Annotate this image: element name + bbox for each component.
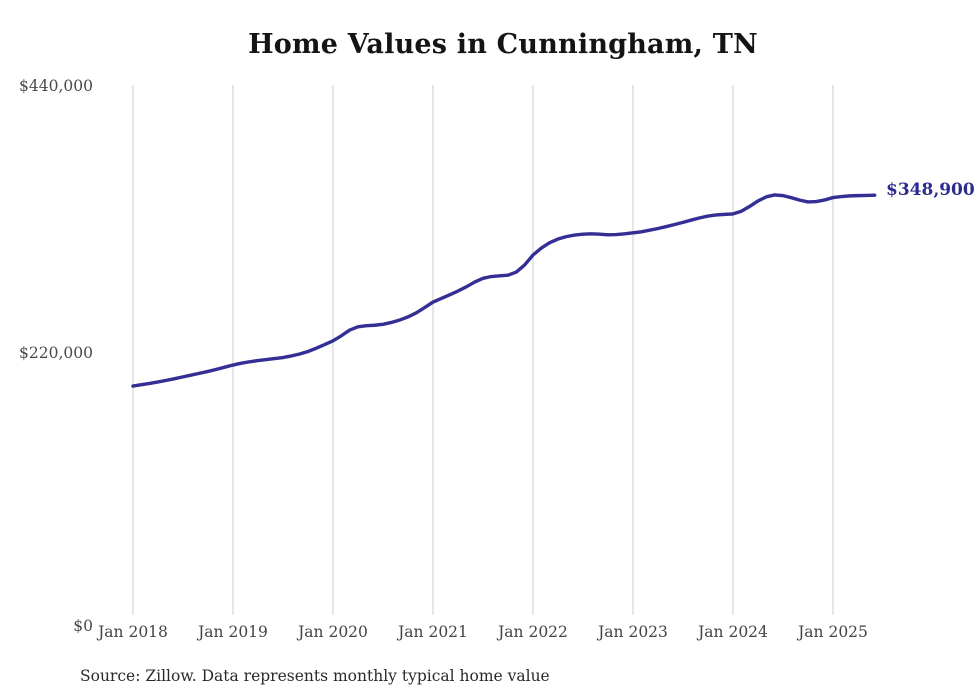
x-axis-label-2025: Jan 2025 xyxy=(798,623,868,641)
x-axis-label-2021: Jan 2021 xyxy=(398,623,468,641)
x-axis-label-2024: Jan 2024 xyxy=(698,623,768,641)
y-axis-label-220000: $220,000 xyxy=(19,344,93,362)
y-axis-label-440000: $440,000 xyxy=(19,77,93,95)
x-axis-label-2019: Jan 2019 xyxy=(198,623,268,641)
source-note: Source: Zillow. Data represents monthly … xyxy=(80,667,550,685)
x-axis-label-2018: Jan 2018 xyxy=(98,623,168,641)
home-value-line xyxy=(131,193,877,388)
chart-title: Home Values in Cunningham, TN xyxy=(248,29,758,60)
x-axis-label-2023: Jan 2023 xyxy=(598,623,668,641)
y-axis-label-0: $0 xyxy=(73,617,93,635)
x-axis-label-2022: Jan 2022 xyxy=(498,623,568,641)
current-value-label: $348,900 xyxy=(886,180,975,200)
x-axis-label-2020: Jan 2020 xyxy=(298,623,368,641)
